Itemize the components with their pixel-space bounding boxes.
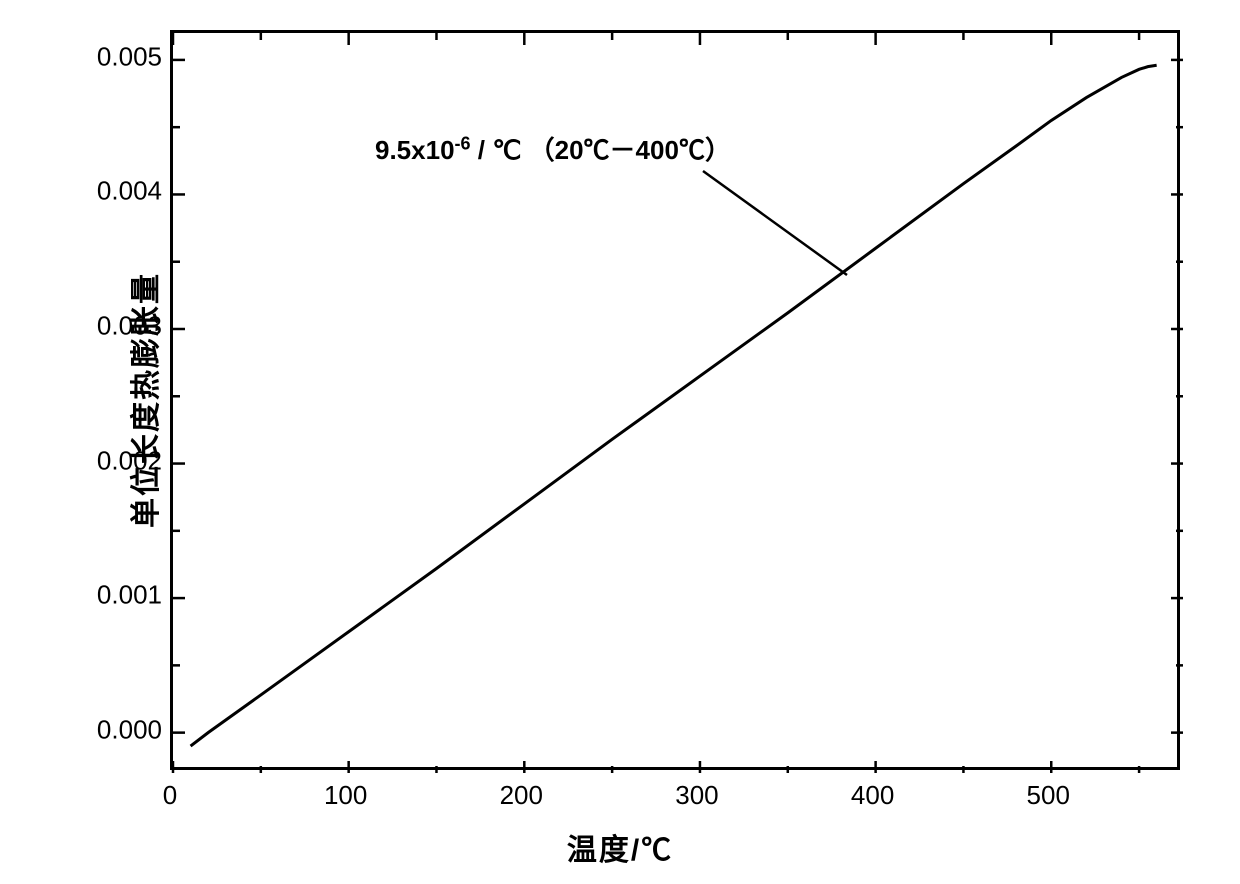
- chart-container: 单位长度热膨胀量 温度/℃ 0.0000.0010.0020.0030.0040…: [0, 0, 1240, 884]
- y-tick-label: 0.000: [97, 714, 162, 745]
- y-tick-label: 0.004: [97, 176, 162, 207]
- y-tick-label: 0.003: [97, 311, 162, 342]
- x-tick-label: 300: [675, 780, 718, 811]
- y-tick-label: 0.005: [97, 41, 162, 72]
- x-axis-label: 温度/℃: [567, 825, 673, 869]
- annotation-suffix: / ℃ （20℃－400℃）: [471, 135, 731, 165]
- x-tick-label: 0: [163, 780, 177, 811]
- y-tick-label: 0.002: [97, 445, 162, 476]
- y-tick-label: 0.001: [97, 580, 162, 611]
- annotation-prefix: 9.5x10: [375, 135, 455, 165]
- x-tick-label: 500: [1027, 780, 1070, 811]
- x-tick-label: 400: [851, 780, 894, 811]
- x-tick-label: 200: [500, 780, 543, 811]
- annotation-exponent: -6: [455, 133, 471, 153]
- annotation-pointer-line: [703, 171, 847, 275]
- data-line: [191, 65, 1157, 746]
- x-tick-label: 100: [324, 780, 367, 811]
- annotation-label: 9.5x10-6 / ℃ （20℃－400℃）: [375, 130, 731, 167]
